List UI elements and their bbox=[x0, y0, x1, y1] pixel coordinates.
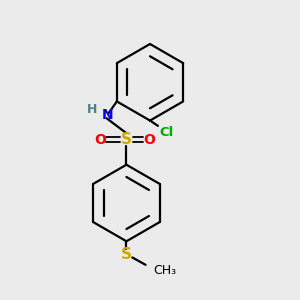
Text: Cl: Cl bbox=[159, 126, 173, 139]
Text: O: O bbox=[94, 133, 106, 147]
Text: CH₃: CH₃ bbox=[153, 264, 176, 277]
Text: O: O bbox=[143, 133, 155, 147]
Text: N: N bbox=[102, 108, 114, 122]
Text: S: S bbox=[121, 247, 132, 262]
Text: H: H bbox=[87, 103, 97, 116]
Text: S: S bbox=[121, 132, 132, 147]
